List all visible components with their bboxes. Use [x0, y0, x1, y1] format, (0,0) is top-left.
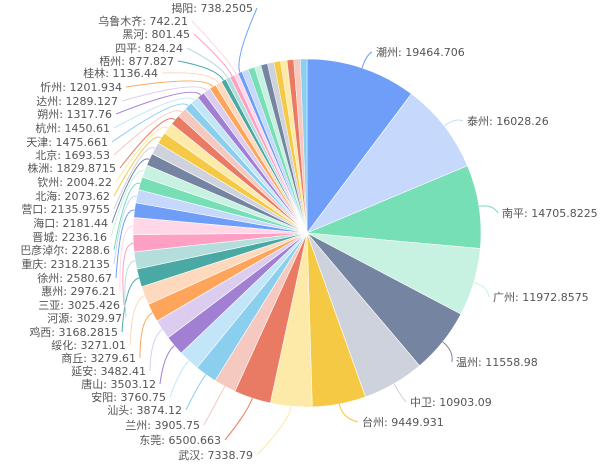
label-line — [111, 158, 150, 224]
pie-slice-泰州[interactable] — [306, 93, 468, 234]
label-line — [125, 80, 214, 88]
slice-label: 揭阳: 738.2505 — [171, 1, 253, 15]
label-line — [124, 260, 136, 319]
slice-label: 黑河: 801.45 — [122, 28, 190, 41]
label-line — [121, 277, 140, 333]
slice-label: 达州: 1289.127 — [36, 95, 118, 108]
slice-label: 泰州: 16028.26 — [467, 114, 549, 128]
label-line — [185, 374, 207, 411]
label-line — [159, 345, 175, 385]
slice-label: 海口: 2181.44 — [33, 216, 108, 230]
slice-label: 东莞: 6500.663 — [139, 434, 221, 447]
label-line — [113, 182, 141, 251]
slice-label: 温州: 11558.98 — [456, 356, 538, 369]
label-line — [149, 329, 163, 372]
slice-label: 营口: 2135.9755 — [21, 202, 110, 216]
label-line — [256, 406, 292, 456]
pie-slice-small[interactable] — [300, 58, 308, 234]
label-line — [393, 383, 407, 403]
slice-label: 株洲: 1829.8715 — [27, 161, 116, 175]
label-line — [119, 225, 134, 292]
slice-label: 杭州: 1450.61 — [35, 121, 110, 135]
slice-label: 武汉: 7338.79 — [178, 449, 253, 462]
slice-label: 中卫: 10903.09 — [410, 396, 492, 409]
slice-label: 巴彦淖尔: 2288.6 — [20, 243, 110, 257]
slice-label: 重庆: 2318.2135 — [21, 257, 110, 271]
slice-label: 河源: 3029.97 — [47, 311, 122, 325]
slice-label: 四平: 824.24 — [115, 42, 183, 55]
slice-label: 梧州: 877.827 — [99, 54, 174, 68]
slice-label: 南平: 14705.8225 — [502, 207, 598, 220]
label-line — [473, 281, 490, 298]
label-line — [115, 91, 202, 115]
slice-label: 忻州: 1201.934 — [40, 81, 122, 94]
slice-label: 台州: 9449.931 — [362, 415, 444, 429]
slice-label: 朔州: 1317.76 — [37, 108, 112, 121]
label-line — [113, 136, 162, 197]
label-line — [115, 126, 169, 183]
label-line — [139, 312, 153, 359]
slice-label: 北京: 1693.53 — [35, 148, 110, 162]
label-line — [338, 403, 359, 423]
slice-label: 三亚: 3025.426 — [38, 299, 120, 312]
label-line — [203, 386, 226, 426]
slice-label: 安阳: 3760.75 — [91, 390, 166, 404]
label-line — [129, 295, 145, 346]
slice-label: 延安: 3482.41 — [71, 364, 146, 378]
label-line — [443, 119, 464, 127]
label-line — [361, 51, 373, 69]
label-line — [113, 110, 183, 156]
slice-label: 兰州: 3905.75 — [125, 419, 200, 432]
slice-label: 广州: 11972.8575 — [493, 291, 589, 304]
label-line — [121, 86, 208, 102]
slice-label: 唐山: 3503.12 — [81, 377, 156, 391]
slice-label: 天津: 1475.661 — [26, 136, 108, 149]
label-line — [161, 72, 219, 84]
label-line — [442, 341, 453, 363]
slice-label: 商丘: 3279.61 — [61, 351, 136, 365]
slice-label: 潮州: 19464.706 — [376, 45, 465, 59]
label-line — [193, 33, 233, 77]
label-line — [122, 242, 134, 306]
slice-label: 桂林: 1136.44 — [83, 66, 158, 80]
label-line — [169, 360, 190, 398]
slice-label: 惠州: 2976.21 — [41, 284, 116, 298]
slice-label: 北海: 2073.62 — [35, 189, 110, 203]
slice-label: 汕头: 3874.12 — [107, 404, 182, 417]
label-line — [186, 47, 229, 79]
label-line — [115, 209, 135, 279]
label-line — [177, 60, 224, 81]
label-line — [113, 97, 195, 129]
label-line — [238, 7, 258, 73]
label-line — [113, 195, 138, 265]
slice-label: 钦州: 2004.22 — [37, 176, 112, 189]
slice-label: 晋城: 2236.16 — [32, 231, 107, 244]
slice-label: 绥化: 3271.01 — [51, 338, 126, 352]
label-line — [110, 170, 145, 238]
label-line — [224, 398, 253, 441]
label-line — [478, 205, 499, 214]
slice-label: 徐州: 2580.67 — [37, 271, 112, 285]
slice-label: 鸡西: 3168.2815 — [29, 325, 118, 339]
label-line — [111, 103, 189, 143]
label-line — [113, 147, 156, 210]
pie-slice-潮州[interactable] — [306, 58, 412, 234]
slice-label: 乌鲁木齐: 742.21 — [98, 14, 188, 28]
label-line — [119, 118, 176, 169]
label-line — [191, 20, 237, 75]
